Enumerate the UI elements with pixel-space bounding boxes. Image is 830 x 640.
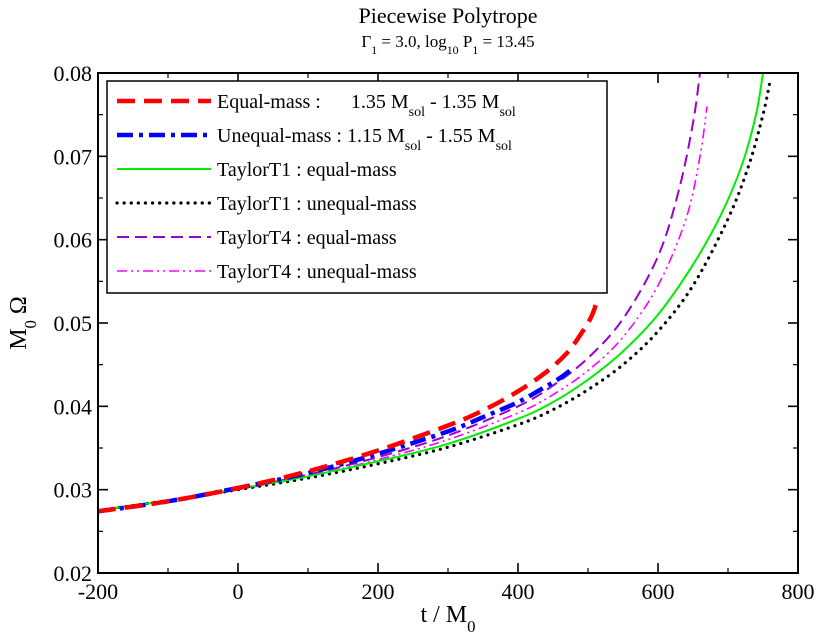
y-axis-label: M0 Ω	[6, 296, 40, 350]
x-tick-labels: -200 0 200 400 600 800	[78, 579, 815, 604]
series-line-equal-mass	[98, 295, 601, 514]
x-tick-label: 400	[502, 579, 535, 604]
series-line-taylort4-equal	[98, 73, 701, 512]
x-tick-label: 0	[233, 579, 244, 604]
chart-subtitle: Γ1 = 3.0, log10 P1 = 13.45	[361, 32, 534, 57]
legend-label-taylort1-unequal: TaylorT1 : unequal-mass	[217, 193, 417, 215]
x-tick-label: 800	[782, 579, 815, 604]
y-tick-label: 0.03	[54, 478, 93, 503]
y-tick-label: 0.05	[54, 311, 93, 336]
x-tick-label: 200	[362, 579, 395, 604]
x-axis-label: t / M0	[420, 602, 475, 636]
series-line-taylort1-unequal	[98, 79, 772, 513]
y-tick-label: 0.07	[54, 144, 93, 169]
series-line-taylort4-unequal	[98, 106, 708, 512]
legend-label-unequal-mass: Unequal-mass : 1.15 Msol - 1.55 Msol	[217, 125, 512, 154]
legend: Equal-mass : 1.35 Msol - 1.35 Msol Unequa…	[106, 80, 608, 294]
series-line-unequal-mass	[98, 365, 576, 514]
y-tick-label: 0.06	[54, 228, 93, 253]
y-tick-label: 0.02	[54, 561, 93, 586]
y-tick-label: 0.08	[54, 61, 93, 86]
legend-label-equal-mass: Equal-mass : 1.35 Msol - 1.35 Msol	[217, 91, 516, 120]
y-tick-label: 0.04	[54, 394, 93, 419]
x-tick-label: -200	[78, 579, 118, 604]
y-tick-labels: 0.02 0.03 0.04 0.05 0.06 0.07 0.08	[54, 61, 93, 586]
chart-title: Piecewise Polytrope	[358, 3, 537, 28]
plot-frame	[97, 72, 799, 574]
series-layer	[98, 73, 772, 514]
legend-label-taylort4-equal: TaylorT4 : equal-mass	[217, 227, 397, 249]
legend-label-taylort1-equal: TaylorT1 : equal-mass	[217, 159, 397, 181]
legend-label-taylort4-unequal: TaylorT4 : unequal-mass	[217, 261, 417, 283]
legend-box	[106, 80, 608, 294]
x-tick-label: 600	[642, 579, 675, 604]
